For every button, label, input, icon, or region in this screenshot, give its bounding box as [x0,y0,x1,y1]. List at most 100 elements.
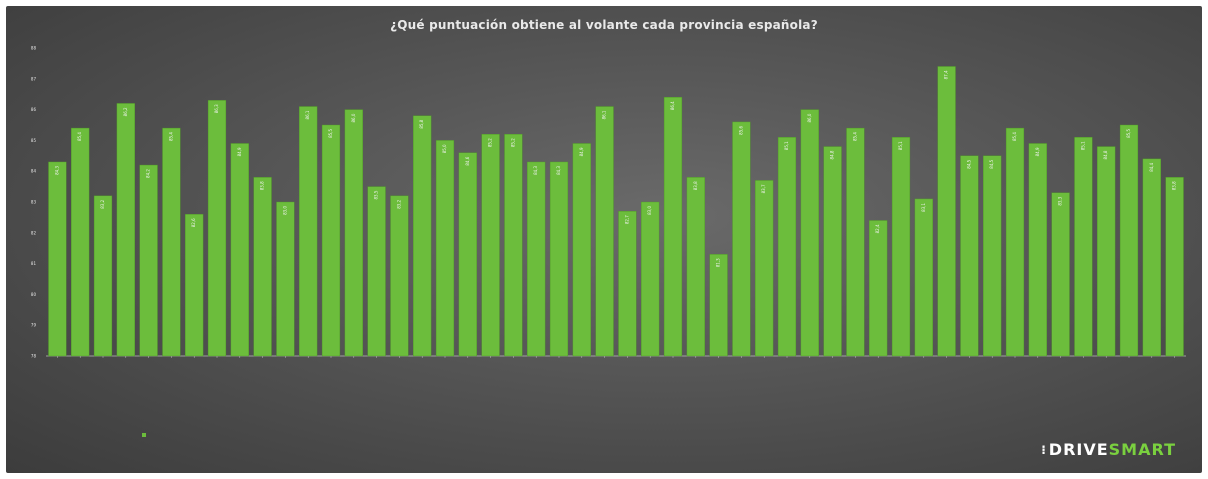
data-label: 85,1 [1080,141,1085,150]
data-label: 85,4 [852,132,857,141]
data-label: 86,1 [305,110,310,119]
bar [1119,124,1139,357]
bar [618,211,637,357]
data-label: 85,4 [1012,132,1017,141]
bar [595,106,614,357]
y-tick-label: 82 [31,230,37,235]
bar [367,186,386,357]
bar [48,161,67,357]
bar [139,164,158,357]
data-label: 83,8 [693,181,698,190]
bar [755,180,774,357]
data-label: 84,6 [465,156,470,165]
bar [1097,146,1116,357]
data-label: 83,8 [260,181,265,190]
data-label: 86,4 [670,101,675,110]
data-label: 85,2 [510,138,515,147]
bar [641,201,660,357]
data-label: 86,2 [123,107,128,116]
data-label: 84,3 [54,166,59,175]
bar [344,109,363,357]
bar [663,97,683,357]
data-label: 84,9 [237,147,242,156]
y-tick-label: 79 [31,323,37,328]
data-label: 87,4 [944,70,949,79]
data-label: 82,4 [875,224,880,233]
data-label: 85,4 [77,132,82,141]
drivesmart-logo: ⁝ DRIVE SMART [1041,440,1176,459]
data-label: 85,2 [488,138,493,147]
bar [504,134,523,357]
bar [686,177,705,357]
bar [116,103,135,357]
bar [1074,137,1093,357]
bar [709,254,728,357]
bar [1051,192,1070,357]
bar [253,177,272,357]
data-label: 83,3 [1058,196,1063,205]
bar [185,214,204,357]
brand-text-smart: SMART [1108,440,1176,459]
data-label: 85,4 [168,132,173,141]
bar [276,201,295,357]
data-label: 85,8 [419,119,424,128]
bar [869,220,888,357]
data-label: 84,9 [1035,147,1040,156]
y-tick-label: 80 [31,292,37,297]
data-label: 84,5 [966,159,971,168]
data-label: 86,3 [214,104,219,113]
bar [1028,143,1047,357]
data-label: 85,0 [442,144,447,153]
y-tick-label: 83 [31,200,37,205]
bar [846,127,865,357]
bar [572,143,591,357]
data-label: 84,9 [579,147,584,156]
y-tick-label: 78 [31,354,37,359]
chart-panel: ¿Qué puntuación obtiene al volante cada … [6,6,1202,473]
data-label: 84,4 [1149,162,1154,171]
bar [413,115,432,357]
bar [71,127,90,357]
bar [1005,127,1025,357]
bar [823,146,842,357]
data-label: 84,8 [1103,150,1108,159]
data-label: 83,1 [921,202,926,211]
y-tick-label: 85 [31,138,37,143]
bar [230,143,249,357]
brand-mark-icon: ⁝ [1041,442,1047,457]
data-label: 83,0 [647,206,652,215]
bar [732,121,751,357]
data-label: 84,5 [989,159,994,168]
bar [960,155,979,357]
bar [321,124,341,357]
legend [142,433,149,437]
brand-text-drive: DRIVE [1048,440,1109,459]
bar [390,195,409,357]
bar [1142,158,1161,357]
y-tick-label: 86 [31,107,37,112]
data-label: 83,8 [1172,181,1177,190]
bar [914,198,933,357]
data-label: 84,3 [556,166,561,175]
chart-title: ¿Qué puntuación obtiene al volante cada … [390,18,818,32]
plot-area: 78 79 80 81 82 83 84 85 86 87 88 84,3 85,4 83,2 86,2 84… [31,46,1186,359]
bar [93,195,113,357]
bar [458,152,477,357]
data-label: 86,0 [807,113,812,122]
data-label: 85,6 [738,125,743,134]
data-label: 81,3 [716,258,721,267]
bar [800,109,819,357]
data-label: 85,1 [784,141,789,150]
data-label: 84,3 [533,166,538,175]
data-label: 86,1 [602,110,607,119]
y-tick-label: 88 [31,46,37,51]
y-tick-label: 87 [31,76,37,81]
y-tick-label: 81 [31,261,37,266]
y-tick-label: 84 [31,169,37,174]
data-label: 84,8 [830,150,835,159]
data-label: 83,5 [374,190,379,199]
data-label: 82,7 [624,215,629,224]
bar [162,127,181,357]
data-label: 82,6 [191,218,196,227]
data-label: 84,2 [146,169,151,178]
